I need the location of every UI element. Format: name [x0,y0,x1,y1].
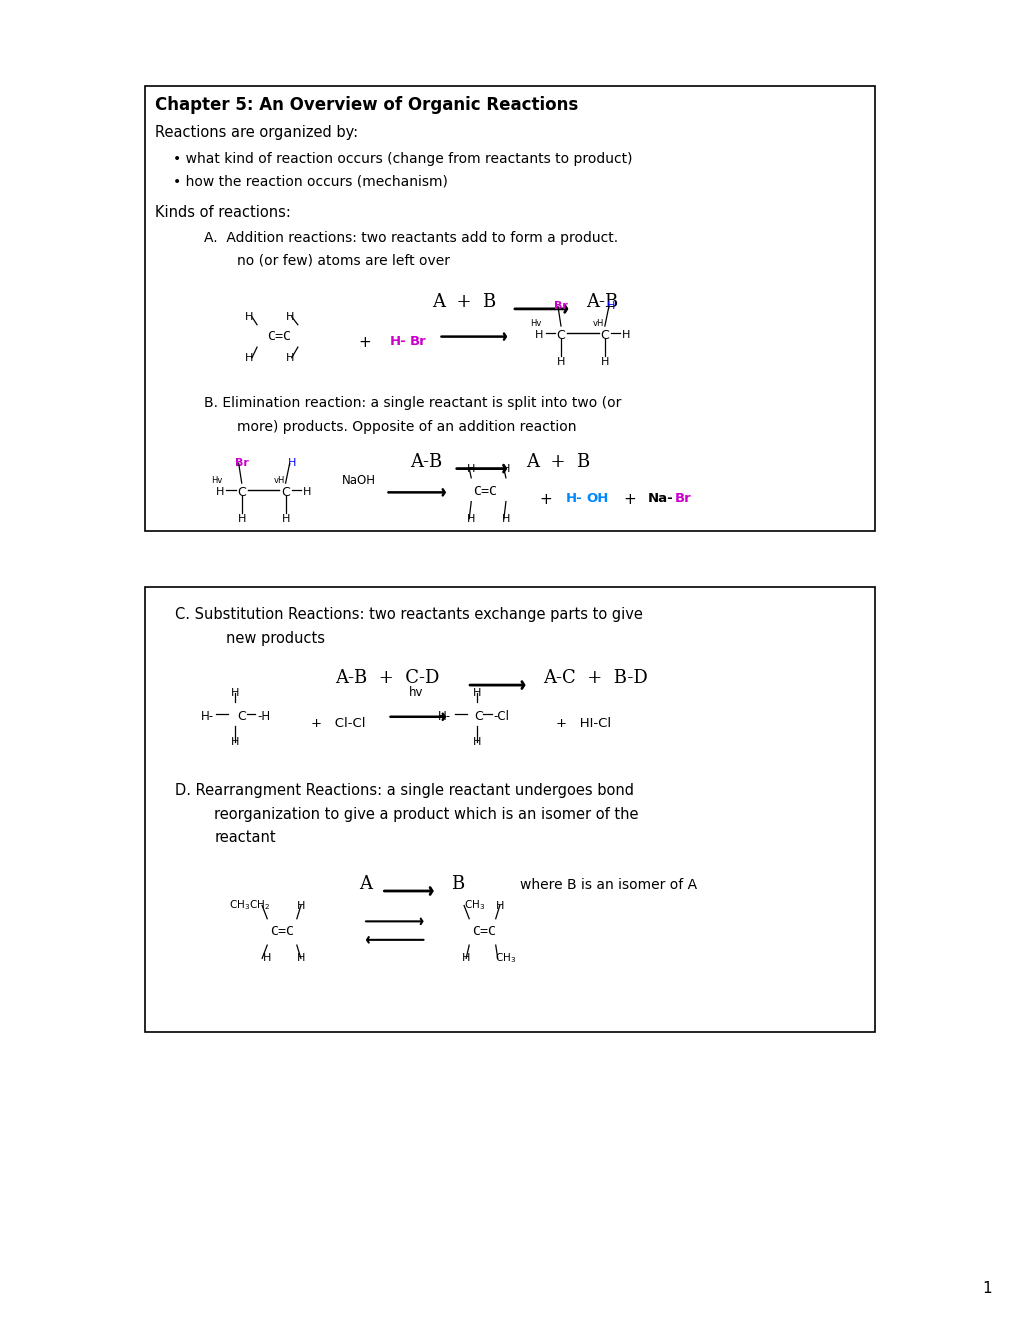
Text: C: C [237,486,246,499]
Text: A-C  +  B-D: A-C + B-D [542,669,647,688]
Text: H: H [237,513,246,524]
Text: vH: vH [592,319,603,327]
Text: H: H [501,463,510,474]
Text: C: C [474,710,483,723]
Text: C=C: C=C [270,925,294,939]
Text: H: H [495,900,503,911]
Text: +: + [359,335,371,350]
Text: where B is an isomer of A: where B is an isomer of A [520,878,697,892]
Text: A-B  +  C-D: A-B + C-D [335,669,439,688]
Text: C: C [281,486,289,499]
Text: H: H [473,688,481,698]
Text: C=C: C=C [267,330,291,343]
Text: Hv: Hv [211,477,222,484]
Text: H: H [245,312,253,322]
Text: A-B: A-B [586,293,619,312]
Text: -Cl: -Cl [493,710,510,723]
Text: H: H [297,953,305,964]
Text: H-: H- [566,492,582,506]
Text: C. Substitution Reactions: two reactants exchange parts to give: C. Substitution Reactions: two reactants… [175,607,643,622]
Text: +: + [539,492,551,507]
Text: B: B [450,875,464,894]
Text: H-: H- [201,710,214,723]
Text: Hv: Hv [530,319,541,327]
Text: no (or few) atoms are left over: no (or few) atoms are left over [236,253,449,268]
Text: C=C: C=C [472,925,496,939]
Text: Na-: Na- [647,492,673,506]
Bar [145,86,874,531]
Text: H: H [216,487,224,498]
Text: H: H [230,688,238,698]
Text: H: H [303,487,311,498]
Text: H: H [245,352,253,363]
Text: H: H [473,737,481,747]
Text: H-: H- [437,710,450,723]
Bar [145,587,874,1032]
Text: -H: -H [257,710,270,723]
Text: • what kind of reaction occurs (change from reactants to product): • what kind of reaction occurs (change f… [173,152,632,166]
Text: CH$_3$: CH$_3$ [464,899,485,912]
Text: C: C [556,329,565,342]
Text: A: A [359,875,371,894]
Text: Br: Br [410,335,426,348]
Text: +   Cl-Cl: + Cl-Cl [311,717,365,730]
Text: vH: vH [273,477,284,484]
Text: H-: H- [389,335,406,348]
Text: A  +  B: A + B [526,453,590,471]
Text: H: H [556,356,565,367]
Text: H: H [285,312,293,322]
Text: Chapter 5: An Overview of Organic Reactions: Chapter 5: An Overview of Organic Reacti… [155,96,578,115]
Text: H: H [230,737,238,747]
Text: H: H [606,301,614,312]
Text: Br: Br [234,458,249,469]
Text: Br: Br [553,301,568,312]
Text: H: H [467,513,475,524]
Text: H: H [467,463,475,474]
Text: H: H [622,330,630,341]
Text: C=C: C=C [473,484,497,498]
Text: more) products. Opposite of an addition reaction: more) products. Opposite of an addition … [236,420,576,434]
Text: CH$_3$CH$_2$: CH$_3$CH$_2$ [229,899,270,912]
Text: H: H [462,953,470,964]
Text: Reactions are organized by:: Reactions are organized by: [155,125,358,140]
Text: A-B: A-B [410,453,442,471]
Text: hv: hv [409,686,423,700]
Text: • how the reaction occurs (mechanism): • how the reaction occurs (mechanism) [173,174,447,189]
Text: Br: Br [675,492,691,506]
Text: H: H [287,458,296,469]
Text: A  +  B: A + B [432,293,495,312]
Text: 1: 1 [981,1282,990,1296]
Text: B. Elimination reaction: a single reactant is split into two (or: B. Elimination reaction: a single reacta… [204,396,621,411]
Text: Kinds of reactions:: Kinds of reactions: [155,205,290,219]
Text: H: H [263,953,271,964]
Text: OH: OH [586,492,608,506]
Text: H: H [297,900,305,911]
Text: A.  Addition reactions: two reactants add to form a product.: A. Addition reactions: two reactants add… [204,231,618,246]
Text: H: H [600,356,608,367]
Text: H: H [501,513,510,524]
Text: H: H [285,352,293,363]
Text: reorganization to give a product which is an isomer of the: reorganization to give a product which i… [214,807,638,821]
Text: new products: new products [226,631,325,645]
Text: reactant: reactant [214,830,275,845]
Text: CH$_3$: CH$_3$ [494,952,516,965]
Text: NaOH: NaOH [341,474,376,487]
Text: D. Rearrangment Reactions: a single reactant undergoes bond: D. Rearrangment Reactions: a single reac… [175,783,634,797]
Text: H: H [281,513,289,524]
Text: H: H [535,330,543,341]
Text: +   HI-Cl: + HI-Cl [555,717,610,730]
Text: C: C [600,329,608,342]
Text: +: + [623,492,635,507]
Text: C: C [237,710,247,723]
